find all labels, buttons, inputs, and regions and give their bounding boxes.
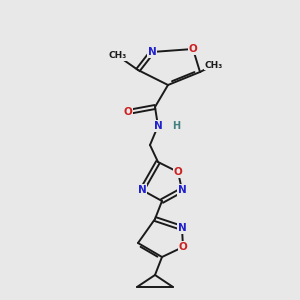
- Text: O: O: [189, 44, 197, 54]
- Text: N: N: [154, 121, 162, 131]
- Text: O: O: [178, 242, 188, 252]
- Text: N: N: [178, 185, 186, 195]
- Text: CH₃: CH₃: [109, 52, 127, 61]
- Text: O: O: [174, 167, 182, 177]
- Text: N: N: [148, 47, 156, 57]
- Text: N: N: [178, 223, 186, 233]
- Text: N: N: [138, 185, 146, 195]
- Text: CH₃: CH₃: [205, 61, 223, 70]
- Text: O: O: [124, 107, 132, 117]
- Text: H: H: [172, 121, 180, 131]
